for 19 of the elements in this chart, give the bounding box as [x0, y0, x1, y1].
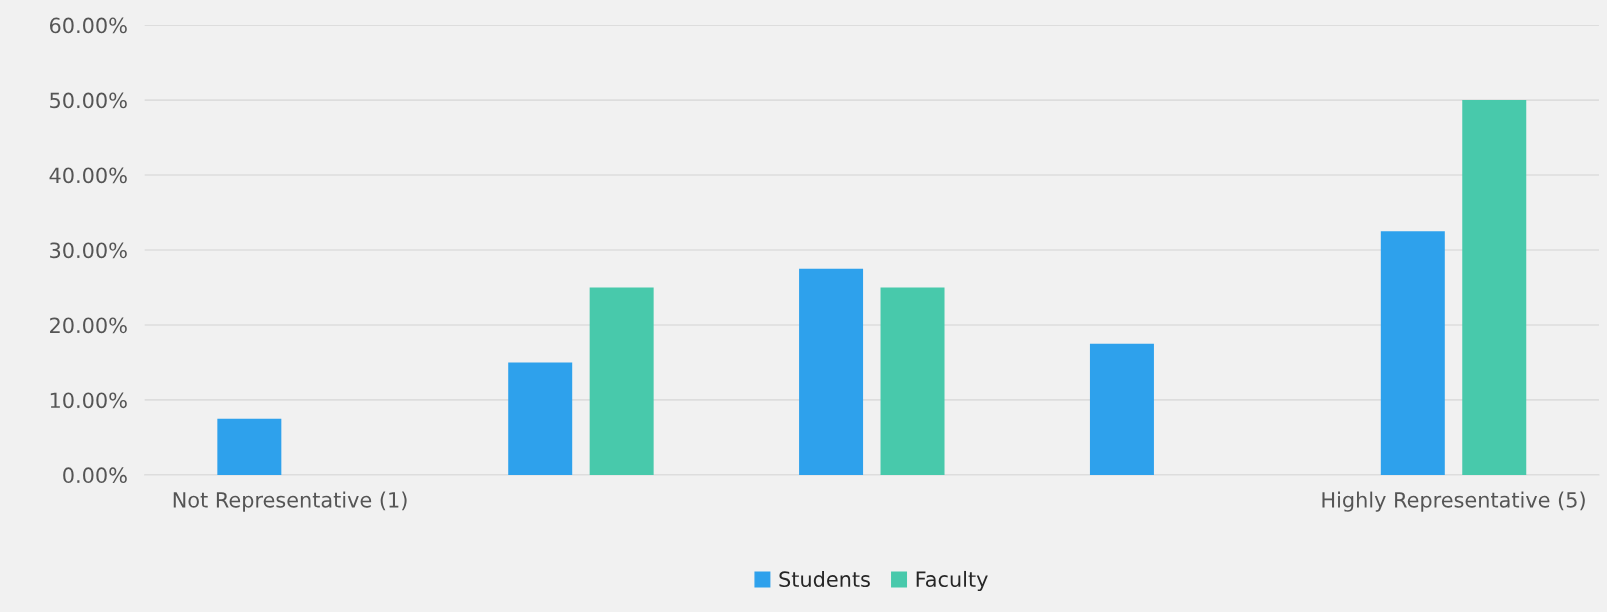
- legend-label: Faculty: [916, 570, 988, 592]
- y-tick-label: 60.00%: [49, 17, 127, 34]
- y-tick-label: 20.00%: [50, 317, 127, 334]
- y-tick-label: 30.00%: [50, 242, 127, 259]
- y-tick-label: 0.00%: [63, 467, 127, 484]
- y-tick-label: 10.00%: [50, 392, 127, 409]
- bar: [1089, 343, 1154, 475]
- bar: [217, 418, 282, 475]
- bar: [1462, 100, 1527, 475]
- bar: [508, 362, 573, 475]
- y-tick-label: 50.00%: [50, 92, 127, 109]
- bar: [799, 268, 864, 475]
- bar: [589, 287, 654, 475]
- y-tick-label: 40.00%: [49, 167, 127, 184]
- x-tick-label: Not Representative (1): [173, 491, 407, 512]
- bar: [880, 287, 945, 475]
- bar: [1380, 231, 1445, 475]
- legend-label: Students: [779, 570, 870, 588]
- x-tick-label: Highly Representative (5): [1322, 491, 1585, 512]
